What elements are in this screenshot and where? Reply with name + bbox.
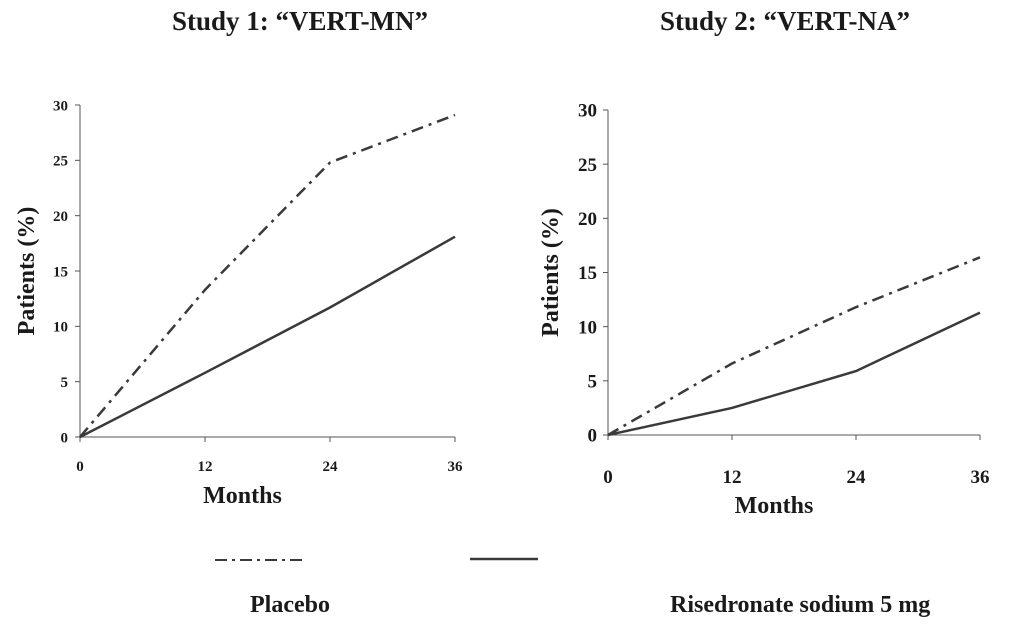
study1-y-tick-label: 10	[53, 320, 68, 336]
study2-y-tick-label: 10	[578, 317, 597, 338]
study2-risedronate-line	[607, 311, 981, 437]
study1-y-tick-label: 0	[61, 430, 69, 446]
study2-y-axis-label: Patients (%)	[538, 208, 564, 337]
study1-y-tick-label: 20	[53, 209, 68, 225]
study1-x-tick-label: 36	[448, 459, 464, 475]
study2-x-tick-label: 36	[971, 467, 990, 488]
study1-placebo-line	[79, 113, 456, 438]
study1-y-tick-label: 15	[53, 264, 68, 280]
study1-y-tick-label: 30	[53, 98, 68, 114]
study1-x-tick-label: 24	[323, 459, 339, 475]
study2-y-tick-label: 5	[588, 371, 598, 392]
study1-y-axis-label: Patients (%)	[14, 207, 40, 336]
study2-x-tick-label: 24	[847, 467, 867, 488]
study2-x-tick-label: 12	[723, 467, 742, 488]
legend-risedronate-label: Risedronate sodium 5 mg	[670, 592, 931, 618]
study1-y-tick-label: 5	[61, 375, 69, 391]
chart-title-study-2: Study 2: “VERT-NA”	[659, 6, 911, 36]
study2-x-tick-label: 0	[603, 467, 613, 488]
study2-y-tick-label: 0	[588, 426, 598, 447]
chart-title-study-1: Study 1: “VERT-MN”	[171, 6, 429, 36]
study2-x-axis-label: Months	[735, 493, 814, 519]
study2-y-tick-label: 25	[578, 155, 597, 176]
study1-x-axis-label: Months	[203, 483, 282, 509]
study2-y-tick-label: 30	[578, 101, 597, 122]
study1-x-tick-label: 0	[76, 459, 84, 475]
legend-placebo-label: Placebo	[250, 592, 330, 618]
study1-y-tick-label: 25	[53, 154, 68, 170]
study2-y-tick-label: 20	[578, 209, 597, 230]
study1-x-tick-label: 12	[198, 459, 213, 475]
study2-y-tick-label: 15	[578, 263, 597, 284]
study1-risedronate-line	[79, 235, 456, 439]
